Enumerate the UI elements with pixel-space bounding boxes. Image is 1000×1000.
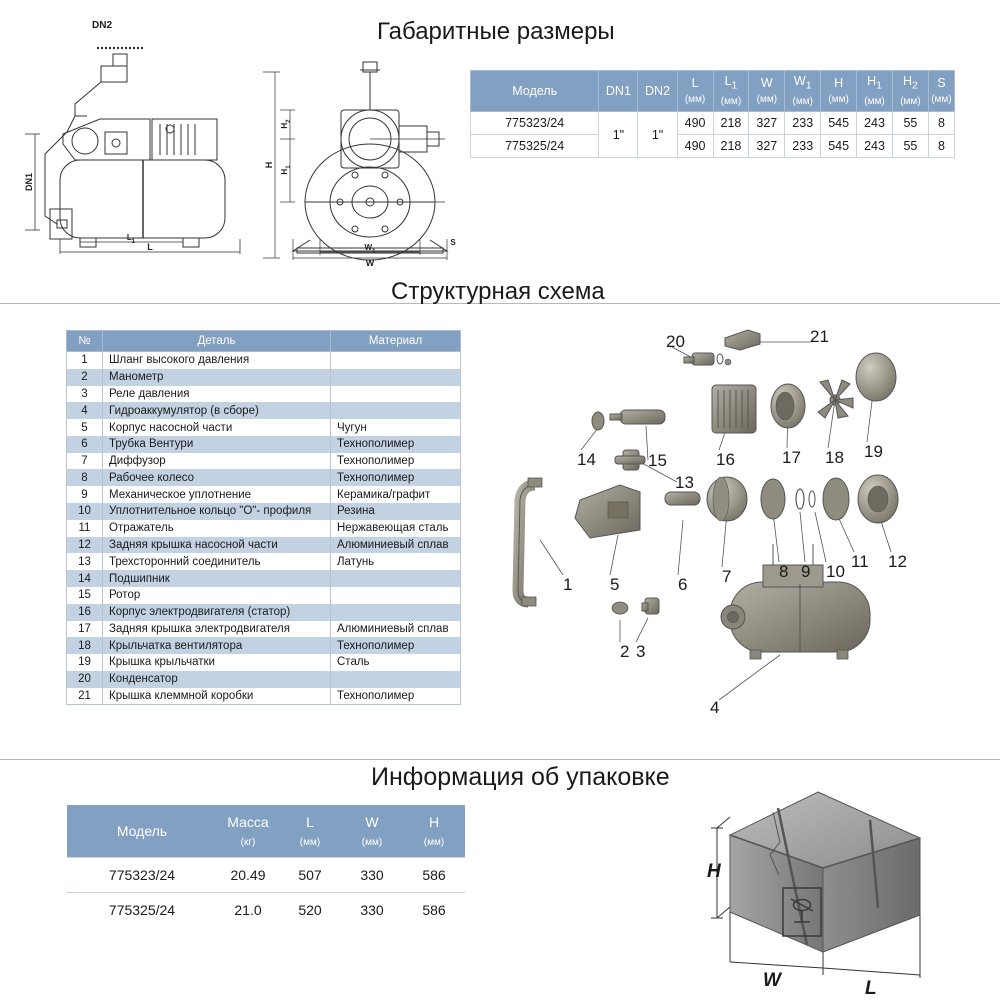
svg-text:19: 19 bbox=[864, 442, 883, 461]
svg-text:S: S bbox=[450, 238, 456, 247]
svg-text:DN1: DN1 bbox=[24, 173, 34, 191]
svg-text:9: 9 bbox=[801, 562, 810, 581]
svg-text:8: 8 bbox=[779, 562, 788, 581]
svg-text:H: H bbox=[707, 861, 722, 882]
svg-text:20: 20 bbox=[666, 332, 685, 351]
svg-text:17: 17 bbox=[782, 448, 801, 467]
svg-text:7: 7 bbox=[722, 567, 731, 586]
svg-text:H: H bbox=[264, 162, 274, 169]
svg-text:12: 12 bbox=[888, 552, 907, 571]
svg-text:W: W bbox=[366, 258, 375, 267]
svg-text:6: 6 bbox=[678, 575, 687, 594]
svg-text:W: W bbox=[763, 970, 783, 991]
svg-text:2: 2 bbox=[620, 642, 629, 661]
svg-text:4: 4 bbox=[710, 698, 719, 717]
svg-text:15: 15 bbox=[648, 451, 667, 470]
svg-text:1: 1 bbox=[563, 575, 572, 594]
svg-text:10: 10 bbox=[826, 562, 845, 581]
svg-text:L: L bbox=[865, 978, 877, 999]
svg-text:16: 16 bbox=[716, 450, 735, 469]
svg-text:18: 18 bbox=[825, 448, 844, 467]
svg-text:13: 13 bbox=[675, 473, 694, 492]
svg-text:11: 11 bbox=[851, 552, 869, 571]
svg-text:3: 3 bbox=[636, 642, 645, 661]
svg-text:L: L bbox=[147, 242, 153, 252]
svg-text:21: 21 bbox=[810, 327, 829, 346]
svg-text:L1: L1 bbox=[127, 233, 136, 245]
svg-text:14: 14 bbox=[577, 450, 596, 469]
svg-text:5: 5 bbox=[610, 575, 619, 594]
